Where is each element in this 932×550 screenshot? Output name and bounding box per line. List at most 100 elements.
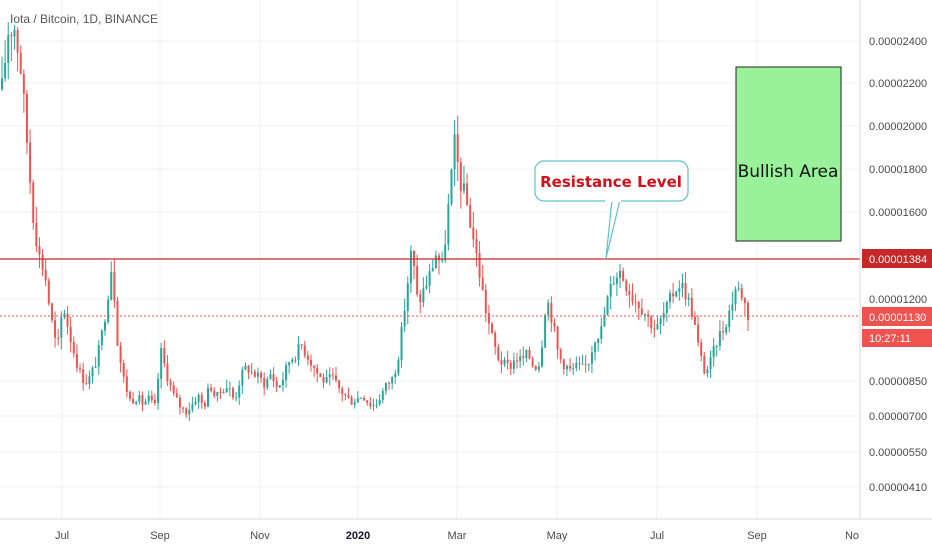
candle-body bbox=[441, 259, 444, 261]
candle bbox=[132, 392, 135, 404]
candle bbox=[297, 336, 300, 366]
candle-body bbox=[153, 399, 156, 404]
candle bbox=[578, 356, 581, 371]
candle bbox=[737, 281, 740, 292]
candle-body bbox=[79, 368, 82, 370]
candle bbox=[160, 342, 163, 389]
candle bbox=[406, 276, 409, 325]
candle-body bbox=[494, 332, 497, 347]
candle-body bbox=[656, 324, 659, 330]
candle bbox=[562, 358, 565, 375]
candle bbox=[269, 369, 272, 380]
candle-body bbox=[222, 391, 225, 393]
candle-body bbox=[391, 377, 394, 384]
candle-body bbox=[487, 313, 490, 324]
candle-body bbox=[478, 252, 481, 278]
candle bbox=[628, 283, 631, 308]
candle bbox=[169, 378, 172, 392]
candle bbox=[288, 361, 291, 374]
candle bbox=[531, 356, 534, 368]
candle bbox=[150, 390, 153, 404]
candle bbox=[419, 289, 422, 314]
candle-body bbox=[344, 394, 347, 396]
candle bbox=[253, 369, 256, 378]
candle bbox=[375, 399, 378, 409]
candle-body bbox=[350, 397, 353, 405]
candle-body bbox=[269, 374, 272, 380]
price-tick-label: 0.00002200 bbox=[869, 78, 927, 90]
candle-body bbox=[416, 265, 419, 295]
candle bbox=[41, 248, 44, 277]
candle bbox=[388, 381, 391, 390]
candle bbox=[197, 392, 200, 409]
candle bbox=[113, 259, 116, 309]
candle bbox=[516, 352, 519, 369]
price-axis[interactable]: 0.00002400 0.00002200 0.00002000 0.00001800… bbox=[869, 36, 927, 494]
candle bbox=[544, 313, 547, 349]
candle bbox=[153, 393, 156, 406]
candle-body bbox=[163, 347, 166, 364]
candle-body bbox=[66, 313, 69, 327]
candle-body bbox=[484, 289, 487, 314]
candle-body bbox=[10, 35, 13, 37]
symbol-title[interactable]: Iota / Bitcoin, 1D, BINANCE bbox=[10, 12, 158, 26]
candle bbox=[85, 374, 88, 385]
candle bbox=[231, 386, 234, 401]
candle-body bbox=[75, 353, 78, 369]
candle bbox=[235, 391, 238, 402]
candle bbox=[325, 369, 328, 384]
candle bbox=[712, 337, 715, 367]
candle-body bbox=[135, 401, 138, 404]
resistance-callout[interactable]: Resistance Level bbox=[534, 160, 689, 259]
candle bbox=[622, 267, 625, 282]
time-axis[interactable]: Jul Sep Nov 2020 Mar May Jul Sep No bbox=[55, 530, 859, 542]
candle bbox=[353, 398, 356, 409]
candle bbox=[10, 32, 13, 62]
candle bbox=[643, 313, 646, 322]
candle bbox=[157, 372, 160, 410]
candle-body bbox=[144, 401, 147, 405]
candle bbox=[331, 367, 334, 381]
candle bbox=[665, 300, 668, 322]
candle-body bbox=[125, 376, 128, 392]
candle-body bbox=[472, 227, 475, 240]
candle-body bbox=[63, 313, 66, 318]
candle bbox=[100, 329, 103, 351]
candle bbox=[625, 278, 628, 296]
resistance-price-tag-bg bbox=[862, 249, 932, 268]
candle bbox=[731, 291, 734, 321]
candle-body bbox=[509, 362, 512, 369]
bullish-area-box[interactable]: Bullish Area bbox=[735, 66, 842, 242]
candle-body bbox=[659, 318, 662, 325]
candle bbox=[394, 369, 397, 384]
candle-body bbox=[182, 407, 185, 409]
bullish-area-label: Bullish Area bbox=[738, 162, 839, 182]
candle-body bbox=[437, 255, 440, 261]
candle-body bbox=[600, 326, 603, 339]
candle bbox=[203, 400, 206, 410]
candle-body bbox=[425, 285, 428, 289]
candle bbox=[706, 365, 709, 378]
candle bbox=[509, 359, 512, 376]
candle-body bbox=[728, 310, 731, 328]
candle-body bbox=[138, 395, 141, 402]
candle bbox=[178, 394, 181, 415]
candle-body bbox=[281, 379, 284, 386]
candle-body bbox=[169, 381, 172, 386]
candle-body bbox=[531, 358, 534, 366]
candle-body bbox=[325, 376, 328, 383]
candle-body bbox=[44, 269, 47, 281]
candle-body bbox=[587, 363, 590, 365]
candle-body bbox=[175, 393, 178, 398]
time-tick-label: No bbox=[845, 530, 859, 542]
candle-body bbox=[256, 372, 259, 377]
candle bbox=[572, 362, 575, 376]
candle-body bbox=[328, 374, 331, 377]
candle-body bbox=[107, 299, 110, 322]
price-tick-label: 0.00002000 bbox=[869, 121, 927, 133]
candle bbox=[381, 387, 384, 404]
candle-body bbox=[431, 268, 434, 272]
candle-body bbox=[453, 134, 456, 170]
candle-body bbox=[528, 349, 531, 359]
